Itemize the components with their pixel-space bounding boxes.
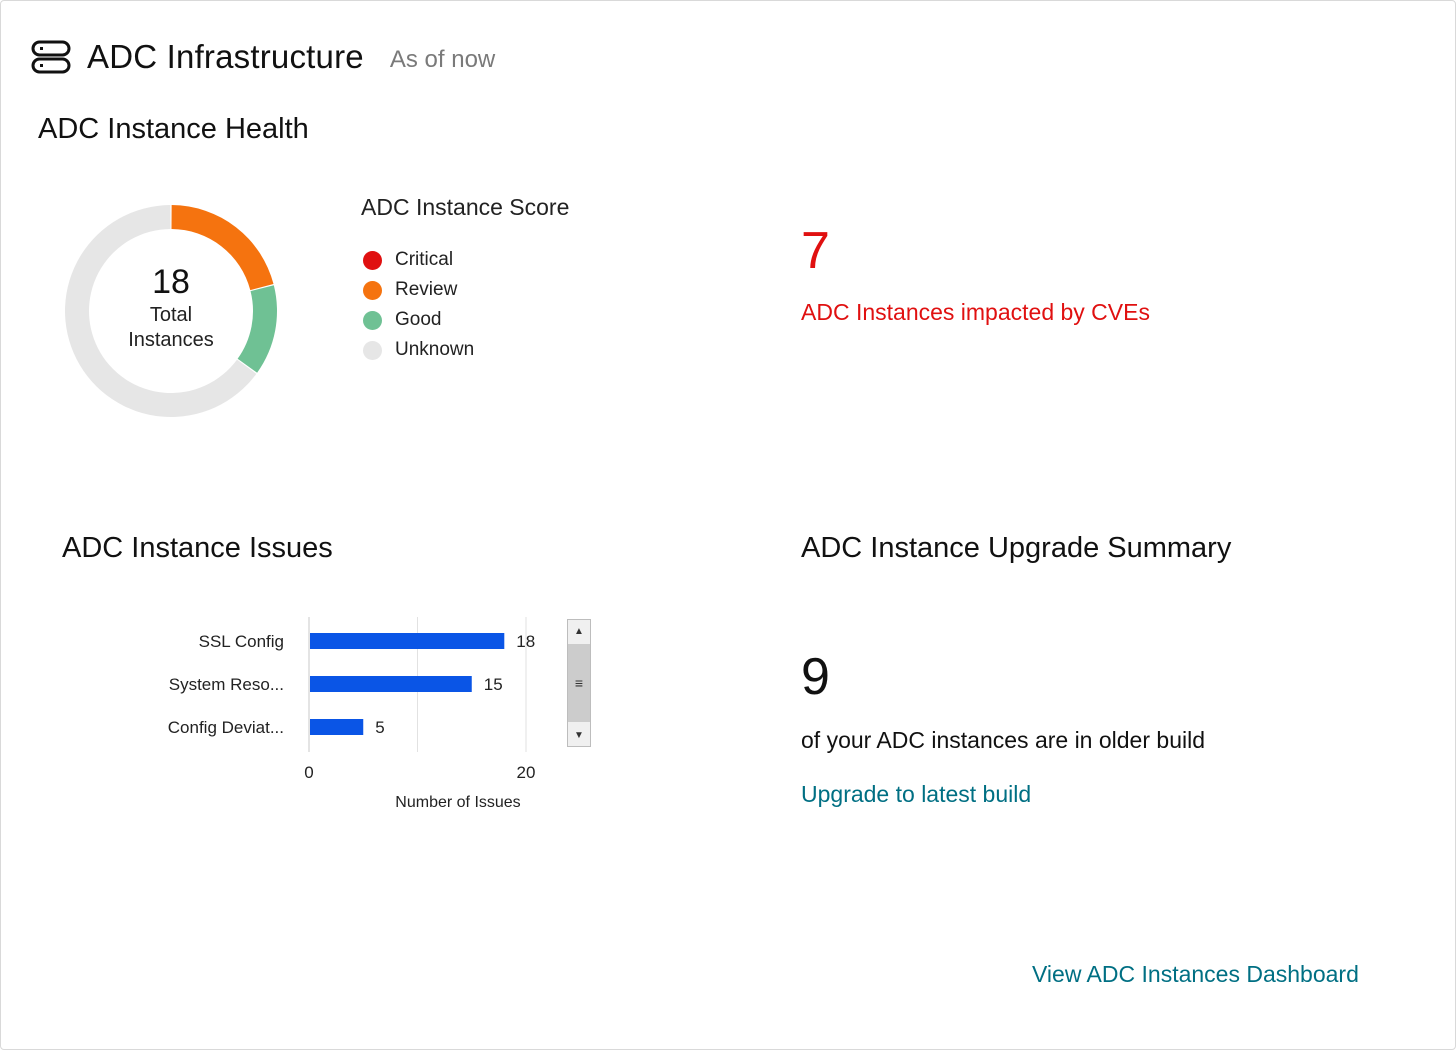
- good-dot-icon: [363, 310, 382, 330]
- bar-value-label: 15: [484, 675, 503, 694]
- issues-bar-chart: SSL Config 18 System Reso... 15 Config Devia…: [141, 611, 621, 821]
- page-title: ADC Infrastructure: [87, 38, 364, 75]
- legend-label: Good: [395, 309, 442, 330]
- score-legend-title: ADC Instance Score: [361, 194, 570, 220]
- review-dot-icon: [363, 280, 382, 300]
- bar-value-label: 5: [375, 718, 384, 737]
- total-instances-count: 18: [152, 263, 190, 301]
- x-tick-label: 0: [304, 763, 313, 782]
- bar-2[interactable]: [310, 719, 364, 735]
- bar-category-label: Config Deviat...: [168, 718, 284, 737]
- scroll-up-icon[interactable]: ▲: [568, 620, 590, 642]
- donut-center: 18 Total Instances: [63, 203, 279, 419]
- score-legend: Critical Review Good Unknown: [363, 245, 474, 365]
- health-section-title: ADC Instance Health: [38, 113, 309, 145]
- donut-svg: [64, 205, 277, 418]
- total-label-line2: Instances: [128, 329, 214, 351]
- bar-1[interactable]: [310, 676, 472, 692]
- cve-impacted-text[interactable]: ADC Instances impacted by CVEs: [801, 299, 1150, 325]
- older-build-count: 9: [801, 648, 830, 706]
- upgrade-section-title: ADC Instance Upgrade Summary: [801, 532, 1232, 564]
- card-header: ADC Infrastructure As of now: [31, 37, 495, 77]
- health-donut-chart: 18 Total Instances: [63, 203, 279, 419]
- bar-0[interactable]: [310, 633, 505, 649]
- legend-label: Review: [395, 279, 458, 300]
- x-tick-label: 20: [517, 763, 536, 782]
- legend-item-critical[interactable]: Critical: [363, 245, 474, 275]
- scroll-down-icon[interactable]: ▼: [568, 724, 590, 746]
- critical-dot-icon: [363, 250, 382, 270]
- legend-item-review[interactable]: Review: [363, 275, 474, 305]
- chart-scrollbar[interactable]: ▲ ≡ ▼: [567, 619, 591, 747]
- donut-slice-good[interactable]: [237, 285, 277, 373]
- bar-svg: SSL Config 18 System Reso... 15 Config Devia…: [168, 617, 536, 811]
- server-stack-icon: [31, 40, 71, 74]
- unknown-dot-icon: [363, 340, 382, 360]
- legend-item-unknown[interactable]: Unknown: [363, 335, 474, 365]
- upgrade-latest-build-link[interactable]: Upgrade to latest build: [801, 781, 1032, 807]
- view-dashboard-link[interactable]: View ADC Instances Dashboard: [1032, 961, 1359, 987]
- scroll-thumb[interactable]: ≡: [568, 644, 590, 722]
- page-subtitle: As of now: [389, 46, 496, 73]
- total-label-line1: Total: [149, 304, 193, 326]
- legend-item-good[interactable]: Good: [363, 305, 474, 335]
- x-axis-label: Number of Issues: [395, 794, 520, 811]
- legend-label: Unknown: [395, 339, 475, 360]
- bar-category-label: System Reso...: [169, 675, 284, 694]
- older-build-text: of your ADC instances are in older build: [801, 727, 1205, 753]
- bar-category-label: SSL Config: [199, 632, 284, 651]
- legend-label: Critical: [395, 249, 454, 270]
- total-instances-label: Total Instances: [63, 303, 279, 353]
- donut-slice-review[interactable]: [171, 205, 274, 291]
- bar-value-label: 18: [516, 632, 535, 651]
- issues-section-title: ADC Instance Issues: [62, 532, 333, 564]
- cve-impacted-count[interactable]: 7: [801, 222, 830, 280]
